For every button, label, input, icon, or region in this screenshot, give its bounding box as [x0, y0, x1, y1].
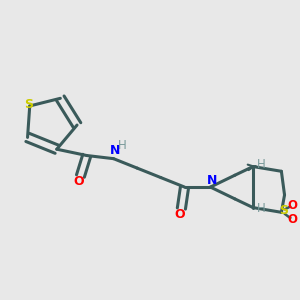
Text: N: N: [207, 174, 217, 187]
Text: O: O: [175, 208, 185, 221]
Text: O: O: [287, 213, 297, 226]
Text: H: H: [118, 139, 126, 152]
Text: O: O: [74, 175, 84, 188]
Text: H: H: [256, 202, 265, 215]
Text: H: H: [256, 158, 265, 172]
Text: N: N: [110, 144, 120, 157]
Text: S: S: [24, 98, 33, 111]
Text: S: S: [279, 204, 288, 217]
Text: O: O: [287, 199, 297, 212]
